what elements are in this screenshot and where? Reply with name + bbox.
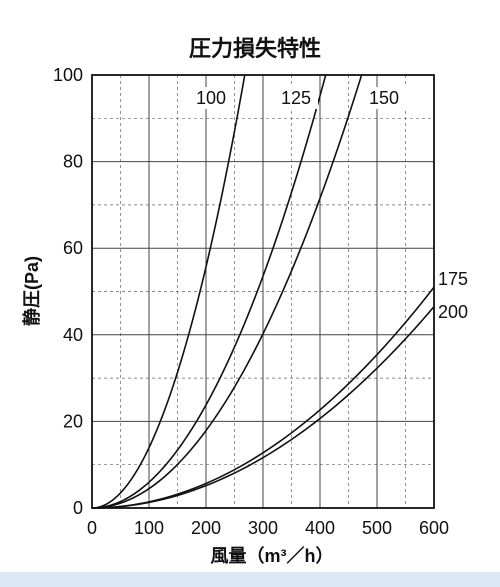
bottom-strip — [0, 572, 500, 587]
series-label-bg — [362, 87, 406, 109]
x-tick-label: 400 — [305, 518, 335, 538]
grid — [92, 75, 434, 508]
series-label-150: 150 — [369, 88, 399, 108]
series-label-125: 125 — [281, 88, 311, 108]
series-line-150 — [91, 74, 363, 509]
plot-frame — [91, 74, 435, 509]
series-label-175: 175 — [438, 269, 468, 289]
series-line-200 — [91, 306, 435, 509]
series-label-bg — [274, 87, 318, 109]
x-tick-label: 0 — [87, 518, 97, 538]
x-tick-label: 100 — [134, 518, 164, 538]
series-label-bg — [189, 87, 233, 109]
x-tick-label: 300 — [248, 518, 278, 538]
x-axis-label: 風量（m³／h） — [211, 545, 334, 566]
x-tick-label: 500 — [362, 518, 392, 538]
y-tick-label: 100 — [53, 65, 83, 85]
y-tick-label: 60 — [63, 238, 83, 258]
series-label-200: 200 — [438, 302, 468, 322]
axis-ticks: 0 100 200 300 400 500 600 0 20 40 60 80 100 — [53, 65, 449, 538]
series-line-125 — [91, 74, 327, 509]
y-tick-label: 0 — [73, 498, 83, 518]
series-label-100: 100 — [196, 88, 226, 108]
y-tick-label: 20 — [63, 411, 83, 431]
y-tick-label: 80 — [63, 152, 83, 172]
x-tick-label: 200 — [191, 518, 221, 538]
series-labels: 100 125 150 175 200 — [189, 87, 468, 322]
chart-title: 圧力損失特性 — [189, 36, 321, 61]
y-tick-label: 40 — [63, 325, 83, 345]
y-axis-label: 静圧(Pa) — [21, 256, 42, 326]
series-line-100 — [91, 74, 246, 509]
series-curves — [91, 74, 435, 509]
x-tick-label: 600 — [419, 518, 449, 538]
